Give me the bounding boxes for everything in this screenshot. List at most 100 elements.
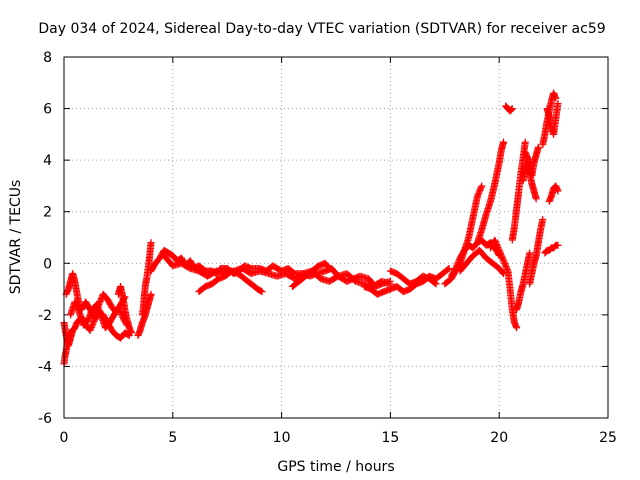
data-point-marker xyxy=(87,309,95,317)
data-point-marker xyxy=(97,296,105,304)
data-point-marker xyxy=(453,261,461,269)
data-point-marker xyxy=(492,239,500,247)
data-point-marker xyxy=(498,254,506,262)
data-point-marker xyxy=(497,251,505,259)
x-tick-label: 15 xyxy=(381,430,399,446)
data-point-marker xyxy=(495,245,503,253)
data-point-marker xyxy=(73,304,81,312)
x-tick-label: 5 xyxy=(168,430,177,446)
data-point-marker xyxy=(501,260,509,268)
data-point-marker xyxy=(95,305,103,313)
data-point-marker xyxy=(478,182,486,190)
data-point-marker xyxy=(95,306,103,314)
data-point-marker xyxy=(73,302,81,310)
data-point-marker xyxy=(432,280,440,288)
data-point-marker xyxy=(526,249,534,257)
data-point-marker xyxy=(85,313,93,321)
data-point-marker xyxy=(475,189,483,197)
data-point-marker xyxy=(491,236,499,244)
chart-title: Day 034 of 2024, Sidereal Day-to-day VTE… xyxy=(38,21,605,37)
y-tick-label: 6 xyxy=(43,102,52,118)
data-point-marker xyxy=(496,248,504,256)
data-point-marker xyxy=(85,315,93,323)
y-tick-label: -4 xyxy=(38,359,52,375)
data-point-marker xyxy=(494,243,502,251)
y-tick-label: 4 xyxy=(43,153,52,169)
axis-ticks: 0 5 10 15 20 25 -6 -4 -2 0 2 4 6 8 xyxy=(38,50,617,446)
data-point-marker xyxy=(93,302,101,310)
data-point-marker xyxy=(93,301,101,309)
data-point-marker xyxy=(87,325,95,333)
data-point-marker xyxy=(325,264,333,272)
y-axis-label: SDTVAR / TECUs xyxy=(8,180,24,295)
data-point-marker xyxy=(554,99,562,107)
data-point-marker xyxy=(114,303,122,311)
data-point-marker xyxy=(257,287,265,295)
y-tick-label: -6 xyxy=(38,411,52,427)
data-point-marker xyxy=(493,240,501,248)
data-point-marker xyxy=(475,188,483,196)
data-point-marker xyxy=(477,183,485,191)
data-point-marker xyxy=(552,94,560,102)
data-point-marker xyxy=(493,242,501,250)
x-axis-label: GPS time / hours xyxy=(277,459,394,475)
data-point-marker xyxy=(539,215,547,223)
data-point-marker xyxy=(258,288,266,296)
y-tick-label: 2 xyxy=(43,205,52,221)
data-point-marker xyxy=(72,299,80,307)
data-point-marker xyxy=(86,326,94,334)
data-point-marker xyxy=(96,308,104,316)
data-point-marker xyxy=(554,241,562,249)
data-point-marker xyxy=(71,298,79,306)
data-point-marker xyxy=(84,316,92,324)
grid-lines xyxy=(64,57,608,418)
data-point-marker xyxy=(502,263,510,271)
data-point-marker xyxy=(473,192,481,200)
data-point-marker xyxy=(477,185,485,193)
data-point-marker xyxy=(498,252,506,260)
y-tick-label: -2 xyxy=(38,308,52,324)
data-point-marker xyxy=(503,266,511,274)
data-point-marker xyxy=(444,265,452,273)
x-tick-label: 25 xyxy=(599,430,617,446)
data-point-marker xyxy=(96,298,104,306)
y-tick-label: 8 xyxy=(43,50,52,66)
data-point-marker xyxy=(500,257,508,265)
data-point-marker xyxy=(88,322,96,330)
data-point-marker xyxy=(89,320,97,328)
data-point-marker xyxy=(532,195,540,203)
y-tick-label: 0 xyxy=(43,256,52,272)
data-point-marker xyxy=(508,105,516,113)
data-point-marker xyxy=(86,310,94,318)
plot-frame xyxy=(63,56,609,419)
data-point-marker xyxy=(507,106,515,114)
data-point-marker xyxy=(455,257,463,265)
data-point-marker xyxy=(521,138,529,146)
data-point-marker xyxy=(500,258,508,266)
data-point-marker xyxy=(445,264,453,272)
data-point-marker xyxy=(65,329,73,337)
data-point-marker xyxy=(72,301,80,309)
data-point-marker xyxy=(127,329,135,337)
data-point-marker xyxy=(431,279,439,287)
data-point-marker xyxy=(491,238,499,246)
data-point-marker xyxy=(74,305,82,313)
data-point-marker xyxy=(474,191,482,199)
data-point-marker xyxy=(89,319,97,327)
data-point-marker xyxy=(508,105,516,113)
data-point-marker xyxy=(503,264,511,272)
data-points xyxy=(60,89,562,368)
x-tick-label: 10 xyxy=(273,430,291,446)
data-point-marker xyxy=(499,255,507,263)
data-point-marker xyxy=(513,324,521,332)
data-point-marker xyxy=(554,187,562,195)
data-point-marker xyxy=(500,138,508,146)
data-point-marker xyxy=(452,263,460,271)
x-tick-label: 0 xyxy=(60,430,69,446)
data-point-marker xyxy=(147,290,155,298)
data-point-marker xyxy=(87,323,95,331)
data-point-marker xyxy=(86,312,94,320)
data-point-marker xyxy=(534,143,542,151)
data-point-marker xyxy=(496,249,504,257)
